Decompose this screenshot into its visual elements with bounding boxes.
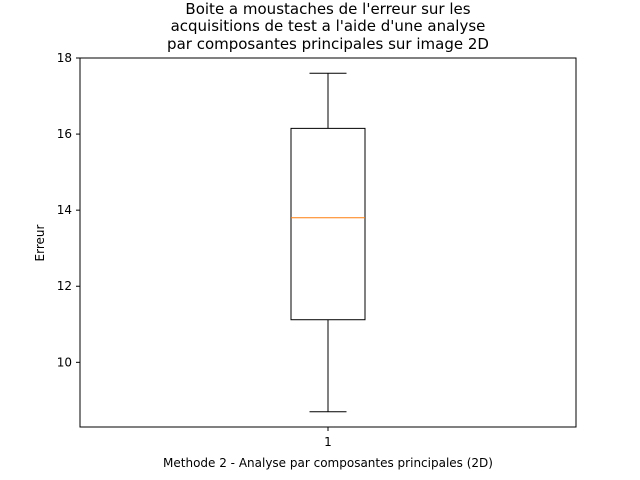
- chart-title: Boite a moustaches de l'erreur sur les a…: [167, 0, 489, 53]
- y-tick-label: 16: [57, 127, 72, 141]
- y-tick-label: 14: [57, 203, 72, 217]
- y-tick-label: 12: [57, 279, 72, 293]
- x-axis-label: Methode 2 - Analyse par composantes prin…: [163, 456, 493, 470]
- y-axis-label: Erreur: [33, 224, 47, 261]
- box-series: [290, 72, 366, 413]
- y-tick-label: 10: [57, 355, 72, 369]
- y-tick-label: 18: [57, 51, 72, 65]
- chart-title-line-1: Boite a moustaches de l'erreur sur les: [185, 0, 470, 18]
- x-axis: 1: [324, 427, 332, 449]
- chart-title-line-2: acquisitions de test a l'aide d'une anal…: [171, 17, 486, 35]
- chart-title-line-3: par composantes principales sur image 2D: [167, 35, 489, 53]
- y-axis: 10 12 14 16 18: [57, 51, 80, 369]
- interquartile-box: [290, 127, 366, 321]
- x-tick-label: 1: [324, 435, 332, 449]
